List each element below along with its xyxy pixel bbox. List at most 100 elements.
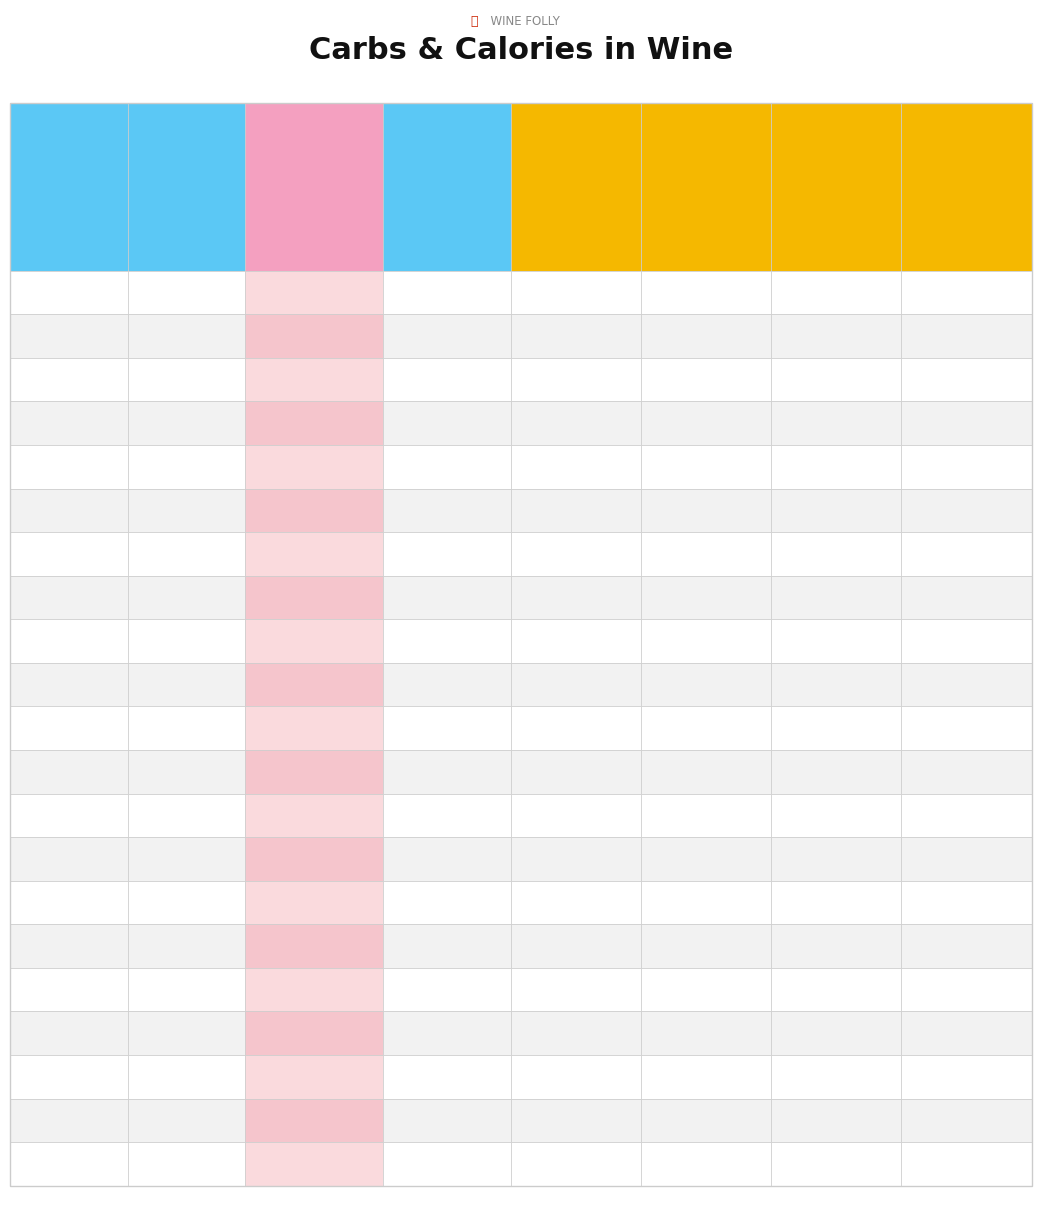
Text: percentage: percentage [149, 190, 224, 203]
Text: 12% ABV: 12% ABV [546, 200, 605, 213]
Text: 60: 60 [60, 897, 77, 909]
Text: 1.5%: 1.5% [170, 590, 203, 604]
Text: 7.5: 7.5 [303, 853, 325, 865]
Text: 0.3: 0.3 [303, 373, 325, 386]
Text: 103.6: 103.6 [687, 329, 725, 342]
Text: 91.6: 91.6 [562, 329, 591, 342]
Text: 124: 124 [693, 766, 719, 778]
Text: 126.2: 126.2 [947, 547, 986, 560]
Text: 22%: 22% [172, 1158, 201, 1170]
Text: 119.6: 119.6 [947, 329, 986, 342]
Text: 104.2: 104.2 [687, 373, 725, 386]
Text: 106: 106 [694, 460, 719, 473]
Text: 6%: 6% [176, 897, 197, 909]
Text: 120.8: 120.8 [947, 416, 986, 430]
Text: Sweetness by: Sweetness by [146, 171, 227, 184]
Text: 223: 223 [693, 1114, 719, 1127]
Text: 20%: 20% [172, 1114, 201, 1127]
Text: 1.5: 1.5 [303, 503, 325, 517]
Text: 24: 24 [439, 809, 455, 822]
Text: 136: 136 [563, 940, 589, 952]
Text: 235: 235 [693, 1158, 719, 1170]
Text: 181: 181 [563, 1071, 589, 1083]
Text: 220: 220 [56, 1158, 82, 1170]
Text: 15: 15 [60, 590, 78, 604]
Text: 164: 164 [953, 940, 979, 952]
Text: Total calories: Total calories [927, 161, 1006, 174]
Text: 135: 135 [823, 809, 849, 822]
Text: WINE FOLLY: WINE FOLLY [482, 16, 560, 28]
Text: 211: 211 [563, 1114, 589, 1127]
Text: 12: 12 [439, 634, 455, 647]
Text: 121: 121 [563, 853, 589, 865]
Text: 112.2: 112.2 [817, 373, 855, 386]
Text: 209: 209 [953, 1071, 979, 1083]
Text: 3: 3 [309, 634, 319, 647]
Text: 141: 141 [823, 853, 849, 865]
Text: 92.2: 92.2 [562, 373, 591, 386]
Text: 111.6: 111.6 [817, 329, 855, 342]
Text: per serving at: per serving at [535, 180, 618, 194]
Text: 72: 72 [439, 1027, 455, 1039]
Text: 0.3%: 0.3% [170, 416, 203, 430]
Text: 183: 183 [823, 1027, 849, 1039]
Text: Total calories: Total calories [538, 161, 615, 174]
Text: 15: 15 [305, 984, 323, 996]
Text: g/L: g/L [59, 200, 79, 213]
Text: 3.5%: 3.5% [170, 766, 203, 778]
Text: 21: 21 [439, 766, 455, 778]
Text: per serving at: per serving at [665, 180, 747, 194]
Text: 103: 103 [563, 634, 589, 647]
Text: 148: 148 [694, 940, 719, 952]
Text: 150: 150 [56, 1071, 82, 1083]
Text: 117: 117 [823, 503, 849, 517]
Text: 125: 125 [953, 503, 979, 517]
Text: 0.2%: 0.2% [170, 373, 203, 386]
Text: 147: 147 [823, 897, 849, 909]
Text: 134: 134 [953, 678, 979, 691]
Text: 239: 239 [953, 1114, 979, 1127]
Text: 106: 106 [564, 678, 589, 691]
Text: 12: 12 [60, 547, 78, 560]
Text: 132: 132 [823, 766, 849, 778]
Text: 97: 97 [568, 503, 585, 517]
Text: 22.5: 22.5 [299, 1071, 329, 1083]
Text: 243: 243 [823, 1158, 849, 1170]
Text: Sugar: Sugar [427, 151, 467, 165]
Text: sugar (RS) in: sugar (RS) in [31, 180, 107, 194]
Text: 45: 45 [439, 940, 455, 952]
Text: 120: 120 [56, 1027, 82, 1039]
Text: 10%: 10% [172, 984, 201, 996]
Text: 122: 122 [953, 460, 979, 473]
Text: calories per: calories per [407, 171, 486, 184]
Text: 15: 15 [439, 678, 455, 691]
Text: 140: 140 [953, 766, 979, 778]
Text: 90: 90 [439, 1071, 455, 1083]
Text: 127: 127 [693, 809, 719, 822]
Text: 30: 30 [305, 1114, 323, 1127]
Text: 175: 175 [693, 1027, 719, 1039]
Text: 110.2: 110.2 [687, 547, 725, 560]
Text: 3%: 3% [176, 721, 197, 734]
Text: 0: 0 [311, 286, 319, 299]
Text: 143: 143 [953, 809, 979, 822]
Text: 92.8: 92.8 [562, 416, 591, 430]
Text: 12%: 12% [172, 1027, 201, 1039]
Text: 0.15: 0.15 [299, 329, 329, 342]
Text: 50: 50 [60, 853, 77, 865]
Text: Total calories: Total calories [667, 161, 745, 174]
Text: 13% ABV: 13% ABV [676, 200, 736, 213]
Text: (150 ml / 5 oz): (150 ml / 5 oz) [267, 200, 362, 213]
Text: per serving: per serving [276, 180, 352, 194]
Text: 1.8: 1.8 [303, 547, 325, 560]
Text: 100: 100 [56, 984, 81, 996]
Text: 9: 9 [311, 897, 319, 909]
Text: 200: 200 [56, 1114, 81, 1127]
Text: 15%: 15% [172, 1071, 201, 1083]
Text: 25: 25 [60, 678, 78, 691]
Text: 30: 30 [60, 721, 77, 734]
Text: 126: 126 [823, 678, 849, 691]
Text: 118: 118 [693, 678, 719, 691]
Text: 111: 111 [823, 286, 849, 299]
Text: 75: 75 [60, 940, 78, 952]
